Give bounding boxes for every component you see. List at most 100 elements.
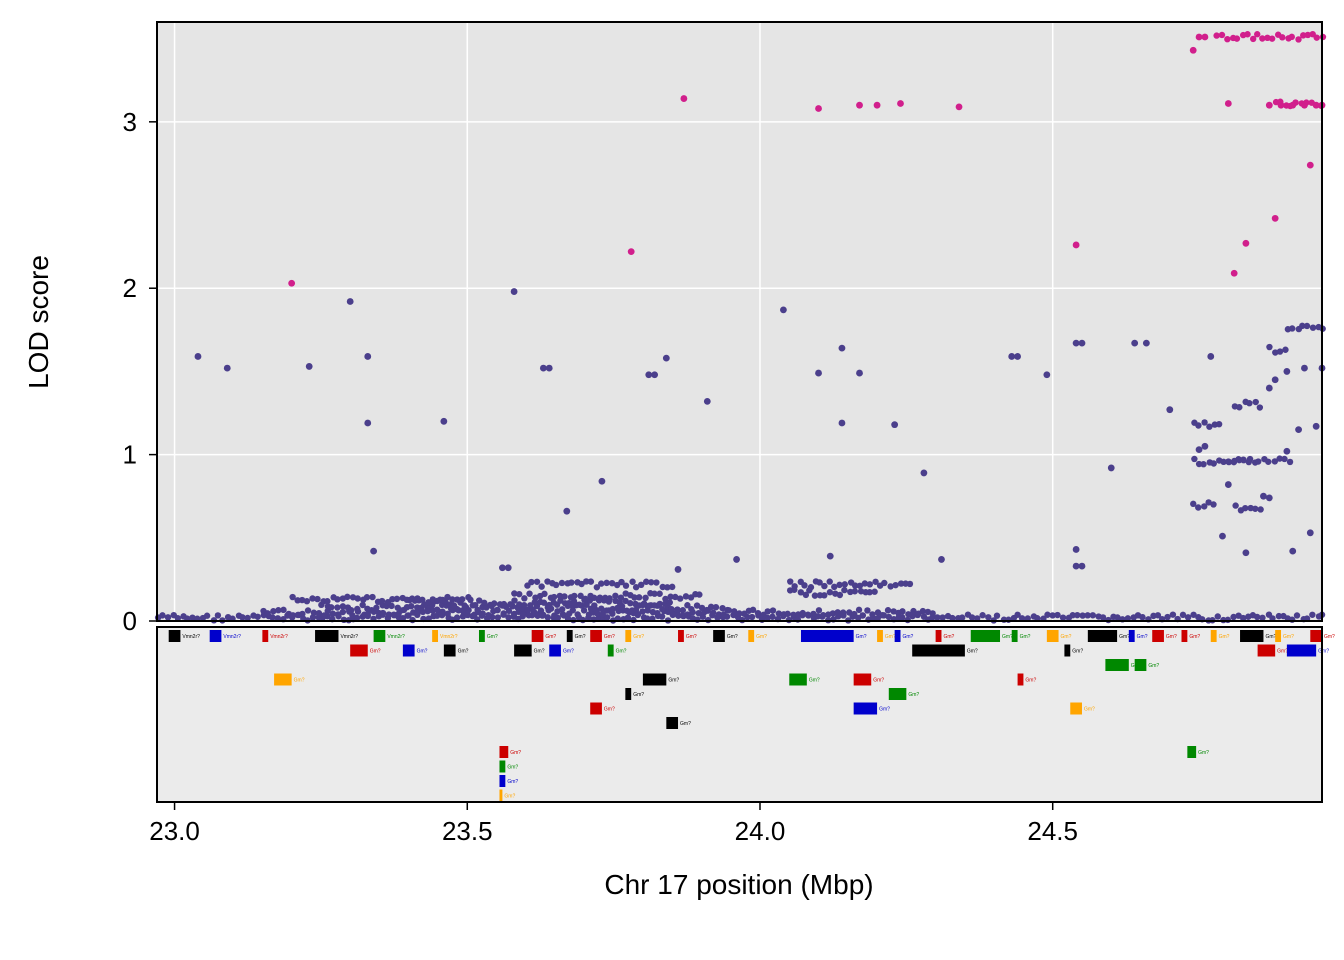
band-point <box>354 605 361 613</box>
gene-box <box>1017 673 1024 686</box>
band-point <box>836 581 843 589</box>
band-point <box>269 614 276 621</box>
band-point <box>826 589 834 596</box>
x-axis-ticks: 23.0 23.5 24.0 24.5 <box>149 802 1078 846</box>
band-point <box>1309 324 1317 331</box>
band-point <box>582 595 589 603</box>
band-point <box>1239 614 1247 622</box>
data-point <box>1107 464 1115 472</box>
x-tick-label: 23.5 <box>442 816 493 846</box>
band-point <box>799 609 806 617</box>
band-point <box>608 579 616 587</box>
data-point <box>627 248 635 256</box>
data-point <box>703 397 711 405</box>
band-point <box>635 594 643 601</box>
band-point <box>474 606 481 614</box>
data-point <box>1306 161 1314 169</box>
gene-box <box>1275 630 1282 642</box>
band-point <box>309 595 316 602</box>
data-point <box>1230 269 1238 277</box>
band-point <box>1289 325 1296 332</box>
gene-box <box>531 630 544 642</box>
band-point <box>684 611 691 618</box>
band-point <box>1201 503 1208 510</box>
band-point <box>590 594 598 602</box>
band-point <box>1059 614 1067 621</box>
data-point <box>873 101 881 109</box>
band-point <box>811 592 819 599</box>
gene-label: Gm? <box>1265 634 1276 640</box>
gene-box <box>499 775 506 787</box>
band-point <box>334 604 341 611</box>
data-point <box>223 364 231 372</box>
band-point <box>408 602 415 610</box>
data-point <box>838 344 846 352</box>
band-point <box>280 606 287 614</box>
data-point <box>1072 241 1080 249</box>
band-point <box>841 586 848 594</box>
gene-box <box>625 630 632 642</box>
band-point <box>525 611 533 619</box>
data-point <box>674 566 682 573</box>
band-point <box>189 614 196 621</box>
band-point <box>1303 322 1311 330</box>
band-point <box>887 583 894 590</box>
band-point <box>520 601 528 609</box>
band-point <box>609 610 616 617</box>
gene-box <box>566 630 573 642</box>
band-point <box>439 596 446 604</box>
gene-label: Vmn2r? <box>440 634 458 640</box>
band-point <box>379 609 387 617</box>
band-point <box>550 593 558 601</box>
gene-box <box>432 630 439 642</box>
band-point <box>797 589 805 596</box>
band-point <box>831 583 838 591</box>
data-point <box>1295 426 1302 434</box>
band-point <box>866 588 873 596</box>
band-point <box>544 614 551 621</box>
band-point <box>695 609 702 617</box>
band-point <box>579 616 587 624</box>
band-point <box>1230 613 1237 621</box>
band-point <box>203 612 211 619</box>
gene-track: Vmn2r? Vmn2r? Vmn2r? Vmn2r? Vmn2r? Vmn2r? Gm? G… <box>168 630 1335 802</box>
gene-label: Gm? <box>604 707 615 713</box>
band-point <box>639 608 646 615</box>
band-point <box>1224 616 1232 624</box>
band-point <box>334 596 341 603</box>
data-point <box>780 306 787 314</box>
band-point <box>666 599 673 606</box>
band-point <box>764 608 771 615</box>
gene-label: Vmn2r? <box>387 634 405 640</box>
band-point <box>861 580 869 587</box>
gene-label: Gm? <box>1318 649 1329 655</box>
band-point <box>239 614 246 621</box>
band-point <box>839 609 847 616</box>
data-point <box>1072 562 1080 570</box>
band-point <box>656 600 664 608</box>
band-point <box>1114 614 1121 621</box>
band-point <box>1249 35 1257 43</box>
band-point <box>632 584 640 591</box>
band-point <box>1179 611 1187 619</box>
band-point <box>871 588 878 595</box>
gene-box <box>315 630 339 642</box>
gene-box <box>499 746 509 758</box>
data-point <box>510 288 518 295</box>
band-point <box>659 583 666 591</box>
band-point <box>609 605 616 613</box>
band-point <box>533 578 541 585</box>
gene-label: Gm? <box>604 634 615 640</box>
band-point <box>339 608 347 616</box>
data-point <box>938 556 945 563</box>
gene-box <box>443 644 456 657</box>
band-point <box>643 578 650 585</box>
band-point <box>775 610 782 617</box>
band-point <box>289 612 297 619</box>
gene-box <box>1210 630 1217 642</box>
band-point <box>856 582 864 589</box>
band-point <box>304 607 312 614</box>
band-point <box>493 606 501 614</box>
band-point <box>472 601 479 609</box>
band-point <box>674 606 681 613</box>
